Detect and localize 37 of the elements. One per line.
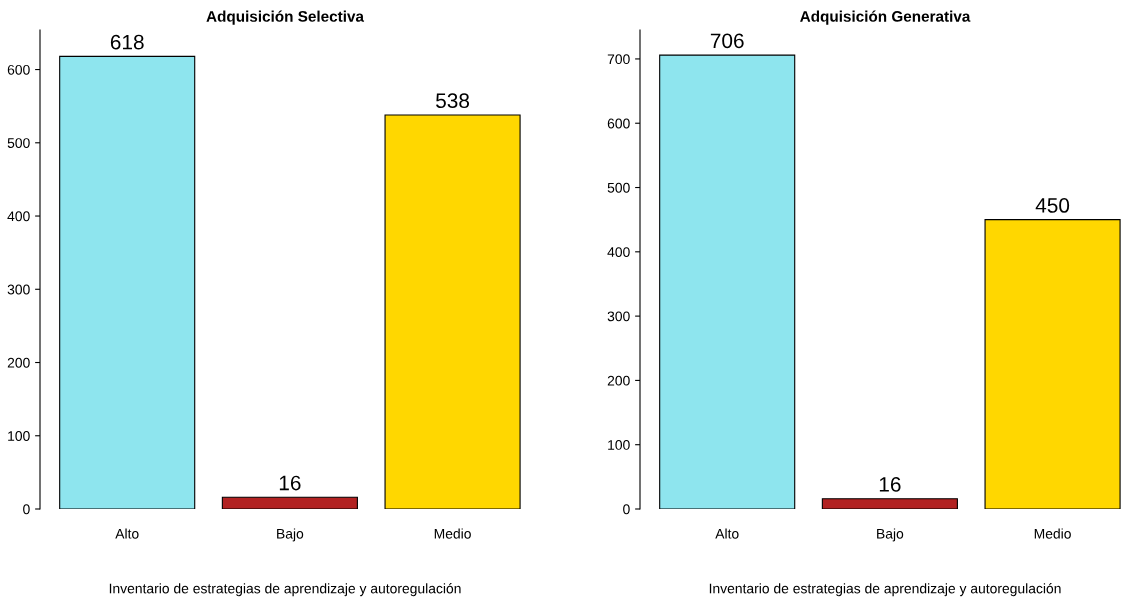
y-tick-label: 0 xyxy=(23,504,30,515)
chart-title: Adquisición Selectiva xyxy=(206,10,365,25)
x-tick-label: Bajo xyxy=(277,528,304,542)
bar xyxy=(221,496,358,509)
data-label: 450 xyxy=(1035,198,1070,213)
y-tick-label: 700 xyxy=(607,54,630,65)
x-tick-label: Medio xyxy=(434,528,471,539)
chart-title: Adquisición Generativa xyxy=(800,10,971,25)
y-tick-label: 400 xyxy=(607,247,630,257)
y-tick-label: 100 xyxy=(608,440,630,450)
data-label: 706 xyxy=(710,33,744,49)
y-tick-label: 500 xyxy=(7,138,30,148)
y-tick-label: 300 xyxy=(7,284,30,295)
data-label: 618 xyxy=(110,34,144,50)
data-label: 538 xyxy=(436,93,470,109)
x-axis-title: Inventario de estrategias de aprendizaje y autoregulación xyxy=(709,583,1061,597)
bar xyxy=(821,498,958,509)
bar xyxy=(984,219,1121,509)
x-axis-title: Inventario de estrategias de aprendizaje y autoregulación xyxy=(109,583,461,597)
x-tick-label: Bajo xyxy=(877,528,904,542)
y-tick-label: 300 xyxy=(607,311,630,322)
data-label: 16 xyxy=(879,477,901,492)
y-tick-label: 200 xyxy=(607,375,630,386)
bar xyxy=(59,55,196,509)
y-tick-label: 500 xyxy=(607,182,630,193)
y-tick-label: 0 xyxy=(623,504,630,515)
x-tick-label: Alto xyxy=(715,528,739,539)
bar xyxy=(659,54,796,509)
x-tick-label: Alto xyxy=(115,528,139,539)
y-tick-label: 600 xyxy=(7,64,30,75)
data-label: 16 xyxy=(279,475,301,491)
x-tick-label: Medio xyxy=(1034,528,1071,539)
y-tick-label: 200 xyxy=(7,357,30,368)
y-tick-label: 600 xyxy=(607,118,630,129)
bar xyxy=(384,114,521,509)
y-tick-label: 400 xyxy=(7,211,30,222)
y-tick-label: 100 xyxy=(8,431,30,441)
